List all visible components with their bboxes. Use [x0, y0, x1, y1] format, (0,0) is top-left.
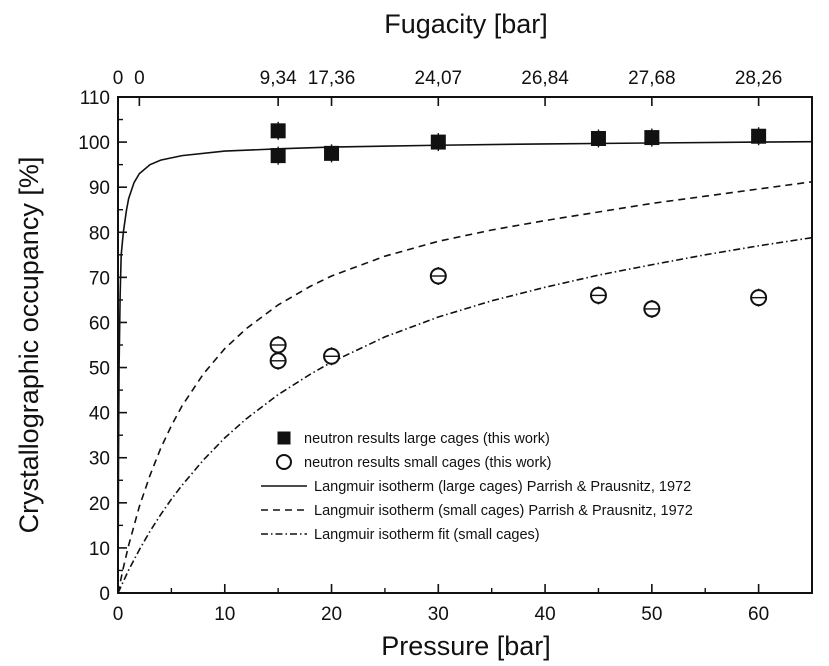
y-tick-label: 0: [99, 584, 110, 605]
y-tick-label: 30: [89, 449, 110, 470]
x-axis-title: Pressure [bar]: [381, 631, 551, 661]
curve-dash-dot: [117, 236, 813, 594]
y-tick-label: 10: [89, 539, 110, 560]
y-tick-label: 90: [89, 178, 110, 199]
x-tick-label: 30: [428, 604, 449, 625]
marker-large-cage: [430, 134, 446, 150]
top-tick-label: 9,34: [260, 68, 297, 89]
y-tick-label: 70: [89, 268, 110, 289]
y-tick-label: 20: [89, 494, 110, 515]
top-tick-label: 27,68: [628, 68, 676, 89]
legend-symbol-circle: [276, 454, 292, 470]
y-axis-title: Crystallographic occupancy [%]: [14, 157, 44, 534]
marker-large-cage: [751, 128, 767, 144]
x-tick-label: 40: [535, 604, 556, 625]
y-tick-label: 110: [80, 88, 110, 109]
x-tick-label: 50: [641, 604, 662, 625]
top-tick-label: 26,84: [521, 68, 569, 89]
x-tick-label: 60: [748, 604, 769, 625]
marker-large-cage: [324, 145, 340, 161]
y-tick-label: 100: [78, 133, 110, 154]
top-tick-label: 0: [113, 68, 124, 89]
x-tick-label: 10: [214, 604, 235, 625]
y-tick-label: 50: [89, 359, 110, 380]
markers-layer: [269, 121, 768, 370]
marker-large-cage: [270, 123, 286, 139]
legend-label: neutron results small cages (this work): [304, 455, 551, 471]
y-tick-label: 80: [89, 223, 110, 244]
top-axis-title: Fugacity [bar]: [384, 9, 548, 39]
x-tick-label: 0: [113, 604, 124, 625]
y-tick-label: 40: [89, 404, 110, 425]
curve-solid: [117, 140, 813, 594]
top-tick-label: 17,36: [308, 68, 356, 89]
curve-dashed: [117, 180, 813, 594]
y-tick-label: 60: [89, 313, 110, 334]
legend-symbol-square: [277, 431, 291, 445]
top-tick-label: 24,07: [415, 68, 463, 89]
top-tick-label: 0: [134, 68, 145, 89]
marker-large-cage: [590, 130, 606, 146]
legend-label: Langmuir isotherm (large cages) Parrish …: [314, 479, 691, 495]
legend-label: Langmuir isotherm (small cages) Parrish …: [314, 503, 693, 519]
legend-label: neutron results large cages (this work): [304, 431, 550, 447]
marker-large-cage: [270, 148, 286, 164]
top-tick-label: 28,26: [735, 68, 783, 89]
legend: neutron results large cages (this work) n…: [261, 431, 693, 543]
marker-large-cage: [644, 130, 660, 146]
legend-label: Langmuir isotherm fit (small cages): [314, 527, 540, 543]
curves-layer: [117, 140, 813, 594]
x-tick-label: 20: [321, 604, 342, 625]
